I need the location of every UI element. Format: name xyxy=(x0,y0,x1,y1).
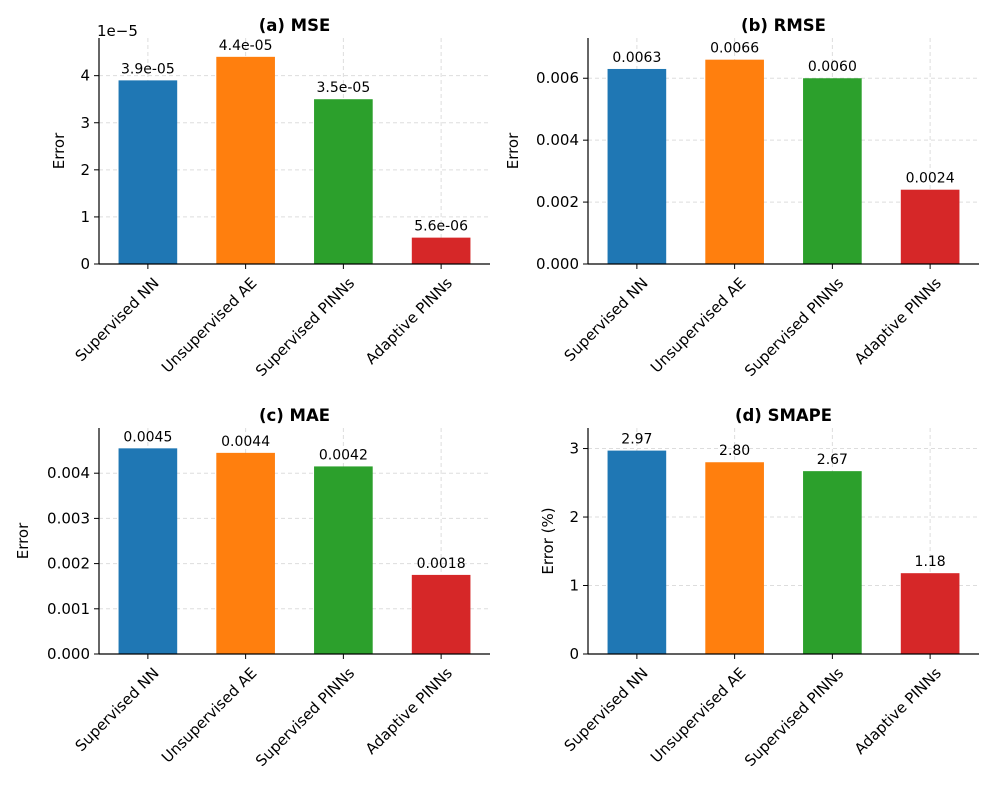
y-tick-label: 0 xyxy=(80,255,90,273)
y-tick-label: 0.002 xyxy=(536,193,579,211)
y-tick-label: 4 xyxy=(80,67,90,85)
bar-4 xyxy=(411,574,471,654)
x-tick-label: Adaptive PINNs xyxy=(851,274,945,368)
x-tick-label: Supervised NN xyxy=(72,274,163,365)
x-tick-label: Adaptive PINNs xyxy=(362,664,456,758)
bar-2 xyxy=(216,452,275,654)
y-axis-label: Error xyxy=(504,132,522,169)
bar-2 xyxy=(705,59,764,264)
bar-value-label: 1.18 xyxy=(915,554,946,570)
x-tick-label: Unsupervised AE xyxy=(158,274,260,376)
y-offset-label: 1e−5 xyxy=(97,22,138,40)
x-tick-label: Supervised NN xyxy=(561,664,652,755)
chart-title: (b) RMSE xyxy=(741,16,826,35)
bar-1 xyxy=(118,448,178,654)
y-tick-label: 0 xyxy=(569,645,579,663)
bar-value-label: 2.80 xyxy=(719,443,750,459)
x-tick-label: Supervised PINNs xyxy=(252,274,358,380)
y-tick-label: 2 xyxy=(569,508,579,526)
bar-1 xyxy=(118,80,178,264)
x-tick-label: Unsupervised AE xyxy=(647,664,749,766)
y-tick-label: 2 xyxy=(80,161,90,179)
bar-value-label: 0.0063 xyxy=(612,50,661,66)
x-tick-label: Supervised NN xyxy=(561,274,652,365)
bar-4 xyxy=(900,573,960,654)
y-axis-label: Error (%) xyxy=(539,507,557,574)
bar-value-label: 3.5e-05 xyxy=(317,80,371,96)
bar-value-label: 2.97 xyxy=(621,432,652,448)
bar-2 xyxy=(705,462,764,654)
bar-3 xyxy=(803,78,862,264)
bar-2 xyxy=(216,56,275,265)
chart-title: (c) MAE xyxy=(259,406,330,425)
y-tick-label: 0.000 xyxy=(536,255,579,273)
y-tick-label: 0.000 xyxy=(47,645,90,663)
chart-rmse: 0.000 0.002 0.004 0.006 0.0063 0.0066 0.0060 0.… xyxy=(504,16,979,380)
y-tick-label: 3 xyxy=(569,440,579,458)
bar-3 xyxy=(803,471,862,654)
chart-mse: 0 1 2 3 4 3.9e-05 4.4e-05 3.5e-05 5.6e-06 Supervi… xyxy=(50,16,490,380)
y-tick-label: 0.006 xyxy=(536,69,579,87)
bar-4 xyxy=(411,237,471,264)
y-tick-label: 3 xyxy=(80,114,90,132)
bar-3 xyxy=(314,99,373,264)
bar-value-label: 0.0045 xyxy=(123,429,172,445)
bar-value-label: 0.0018 xyxy=(417,556,466,572)
bar-1 xyxy=(607,68,667,265)
bar-1 xyxy=(607,450,667,654)
x-tick-label: Supervised PINNs xyxy=(741,664,847,770)
chart-mae: 0.000 0.001 0.002 0.003 0.004 0.0045 0.0044 0.0… xyxy=(14,406,490,770)
x-tick-label: Adaptive PINNs xyxy=(362,274,456,368)
x-tick-label: Adaptive PINNs xyxy=(851,664,945,758)
bar-value-label: 0.0042 xyxy=(319,447,368,463)
x-tick-label: Supervised PINNs xyxy=(252,664,358,770)
bar-value-label: 0.0044 xyxy=(221,434,270,450)
y-tick-label: 0.001 xyxy=(47,600,90,618)
chart-smape: 0 1 2 3 2.97 2.80 2.67 1.18 Supervised NNUnsuper… xyxy=(539,406,979,770)
y-tick-label: 1 xyxy=(569,577,579,595)
bar-value-label: 0.0066 xyxy=(710,41,759,57)
y-tick-label: 0.002 xyxy=(47,555,90,573)
bar-3 xyxy=(314,466,373,654)
x-tick-label: Unsupervised AE xyxy=(647,274,749,376)
bar-value-label: 5.6e-06 xyxy=(414,219,468,235)
bar-value-label: 4.4e-05 xyxy=(219,38,273,54)
y-tick-label: 1 xyxy=(80,208,90,226)
chart-title: (a) MSE xyxy=(259,16,331,35)
y-axis-label: Error xyxy=(50,132,68,169)
bar-4 xyxy=(900,189,960,264)
bar-value-label: 0.0060 xyxy=(808,59,857,75)
y-tick-label: 0.004 xyxy=(47,464,90,482)
x-tick-label: Unsupervised AE xyxy=(158,664,260,766)
x-tick-label: Supervised PINNs xyxy=(741,274,847,380)
chart-title: (d) SMAPE xyxy=(735,406,832,425)
bar-value-label: 3.9e-05 xyxy=(121,61,175,77)
bar-value-label: 0.0024 xyxy=(906,171,955,187)
y-tick-label: 0.004 xyxy=(536,131,579,149)
x-tick-label: Supervised NN xyxy=(72,664,163,755)
y-tick-label: 0.003 xyxy=(47,509,90,527)
bar-value-label: 2.67 xyxy=(817,452,848,468)
y-axis-label: Error xyxy=(14,522,32,559)
